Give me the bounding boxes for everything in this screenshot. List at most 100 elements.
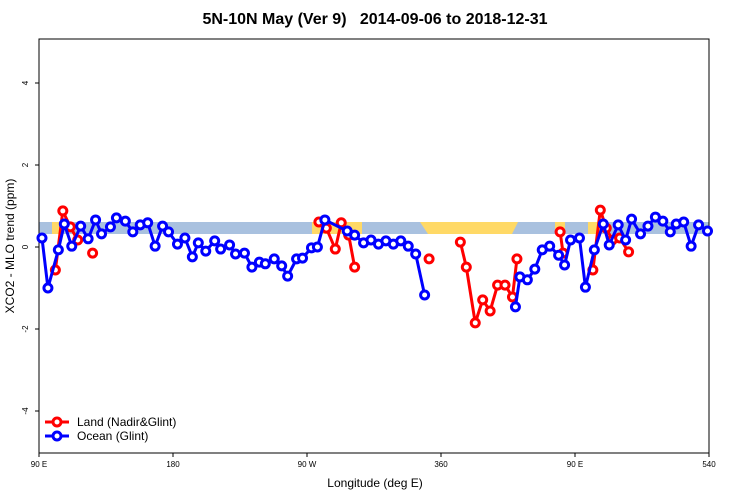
point <box>36 232 48 244</box>
land-strip <box>420 222 518 234</box>
point <box>268 253 280 265</box>
point <box>553 249 565 261</box>
point <box>282 270 294 282</box>
plot-frame <box>38 38 710 454</box>
point <box>319 214 331 226</box>
point <box>612 219 624 231</box>
point <box>521 274 533 286</box>
point <box>110 212 122 224</box>
point <box>42 282 54 294</box>
x-tick-label: 360 <box>434 460 448 469</box>
land-strip <box>52 222 60 234</box>
point <box>395 235 407 247</box>
y-tick-label: -4 <box>21 407 30 415</box>
point <box>410 248 422 260</box>
point <box>127 226 139 238</box>
point <box>311 241 323 253</box>
point <box>597 218 609 230</box>
legend-label: Ocean (Glint) <box>77 429 148 443</box>
point <box>460 261 472 273</box>
point <box>349 229 361 241</box>
legend-marker <box>51 416 63 428</box>
point <box>96 228 108 240</box>
x-tick-label: 90 W <box>298 460 317 469</box>
point <box>192 237 204 249</box>
point <box>511 253 523 265</box>
point <box>66 240 78 252</box>
point <box>200 245 212 257</box>
point <box>693 219 705 231</box>
point <box>297 252 309 264</box>
point <box>75 220 87 232</box>
point <box>163 226 175 238</box>
point <box>603 239 615 251</box>
x-tick-label: 540 <box>702 460 716 469</box>
point <box>238 247 250 259</box>
legend-label: Land (Nadir&Glint) <box>77 415 176 429</box>
point <box>215 243 227 255</box>
point <box>573 232 585 244</box>
y-tick-label: 2 <box>21 162 30 167</box>
point <box>594 204 606 216</box>
point <box>186 251 198 263</box>
point <box>565 234 577 246</box>
x-tick-label: 90 E <box>31 460 47 469</box>
y-tick-label: 0 <box>21 244 30 249</box>
point <box>626 213 638 225</box>
point <box>642 220 654 232</box>
y-tick-label: 4 <box>21 80 30 85</box>
point <box>685 240 697 252</box>
point <box>246 261 258 273</box>
point <box>484 305 496 317</box>
point <box>657 215 669 227</box>
point <box>544 240 556 252</box>
point <box>104 221 116 233</box>
point <box>149 240 161 252</box>
point <box>559 259 571 271</box>
legend: Land (Nadir&Glint)Ocean (Glint) <box>45 415 176 443</box>
point <box>620 234 632 246</box>
point <box>171 238 183 250</box>
y-tick-label: -2 <box>21 325 30 333</box>
point <box>678 216 690 228</box>
ocean-strip <box>39 222 709 234</box>
point <box>142 217 154 229</box>
point <box>623 246 635 258</box>
point <box>419 289 431 301</box>
point <box>82 233 94 245</box>
point <box>349 261 361 273</box>
point <box>119 215 131 227</box>
x-tick-label: 180 <box>166 460 180 469</box>
point <box>588 244 600 256</box>
chart-title: 5N-10N May (Ver 9) 2014-09-06 to 2018-12… <box>202 11 547 28</box>
point <box>529 263 541 275</box>
point <box>259 258 271 270</box>
point <box>477 294 489 306</box>
point <box>90 214 102 226</box>
point <box>57 205 69 217</box>
x-tick-label: 90 E <box>567 460 583 469</box>
point <box>87 247 99 259</box>
point <box>209 235 221 247</box>
point <box>454 236 466 248</box>
point <box>423 253 435 265</box>
point <box>509 301 521 313</box>
legend-marker <box>51 430 63 442</box>
point <box>52 244 64 256</box>
point <box>402 240 414 252</box>
point <box>230 248 242 260</box>
point <box>664 226 676 238</box>
point <box>58 218 70 230</box>
point <box>276 260 288 272</box>
point <box>499 279 511 291</box>
point <box>224 239 236 251</box>
point <box>329 243 341 255</box>
point <box>554 226 566 238</box>
point <box>469 317 481 329</box>
point <box>635 228 647 240</box>
point <box>179 232 191 244</box>
point <box>579 281 591 293</box>
point <box>702 225 714 237</box>
y-axis-label: XCO2 - MLO trend (ppm) <box>3 179 17 314</box>
